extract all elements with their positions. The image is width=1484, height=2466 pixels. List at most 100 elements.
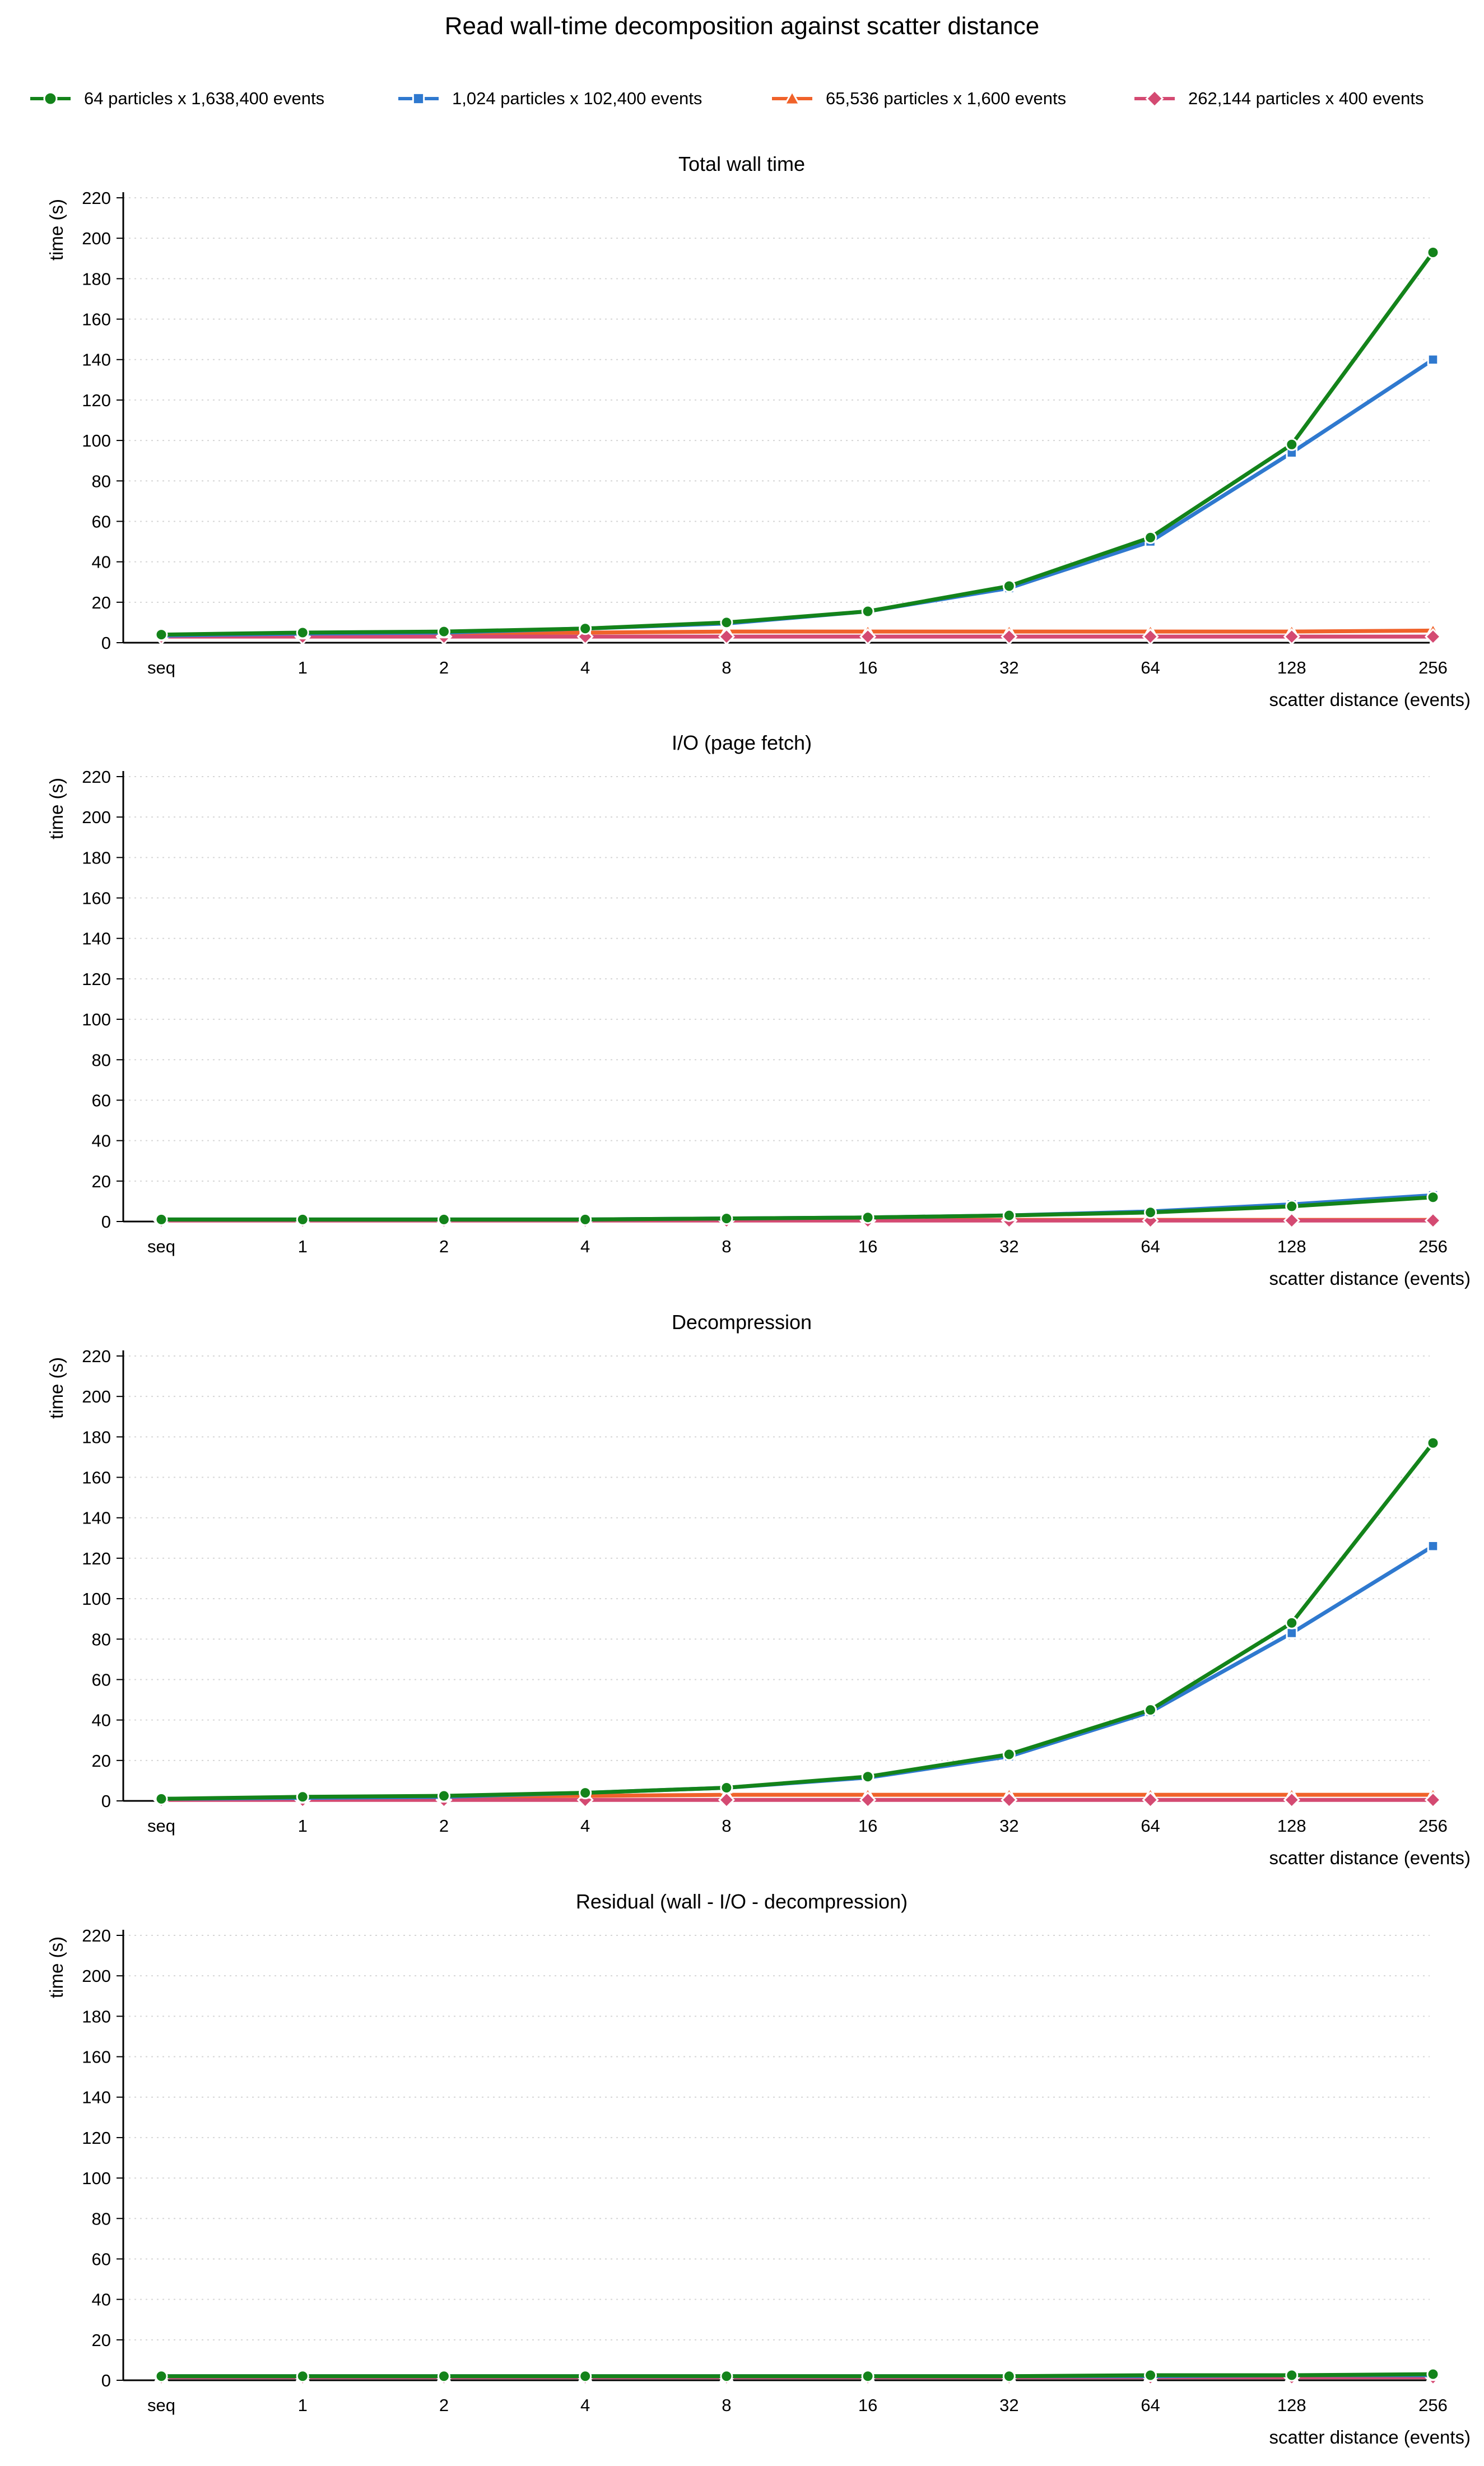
data-point-circle	[579, 1786, 592, 1800]
data-point-circle	[437, 625, 450, 638]
y-tick-label: 100	[82, 431, 111, 451]
y-tick-label: 20	[92, 1751, 111, 1771]
y-tick-label: 180	[82, 269, 111, 289]
data-point-diamond	[718, 628, 736, 645]
data-point-circle	[1002, 2370, 1016, 2383]
x-tick-label: seq	[147, 658, 175, 677]
y-tick-label: 40	[92, 1131, 111, 1151]
data-point-circle	[720, 1781, 733, 1795]
x-tick-label: 8	[722, 1816, 731, 1836]
x-tick-label: 128	[1277, 658, 1306, 677]
chart-title: I/O (page fetch)	[672, 731, 812, 754]
y-tick-label: 0	[101, 1791, 111, 1811]
x-tick-label: 16	[858, 658, 877, 677]
legend-swatch-square	[398, 92, 439, 105]
y-tick-label: 80	[92, 2209, 111, 2228]
y-tick-label: 200	[82, 229, 111, 248]
data-point-circle	[720, 1212, 733, 1225]
data-point-circle	[861, 1211, 874, 1224]
y-tick-label: 0	[101, 2371, 111, 2390]
data-point-circle	[296, 2370, 309, 2383]
series-line	[159, 250, 1435, 637]
y-tick-label: 40	[92, 1711, 111, 1730]
series-line	[159, 357, 1435, 638]
data-point-circle	[155, 1792, 168, 1805]
data-point-diamond	[1424, 1212, 1442, 1229]
chart-panel-total-wall-time: Total wall time 0 20 40 60 80 100 120 140 160 180 2…	[46, 152, 1471, 710]
data-point-circle	[579, 622, 592, 635]
data-point-diamond	[1142, 628, 1159, 645]
data-point-circle	[1002, 579, 1016, 593]
chart-title: Decompression	[672, 1311, 812, 1334]
data-point-circle	[1285, 438, 1299, 451]
data-point-triangle	[783, 90, 801, 105]
x-tick-label: 8	[722, 2395, 731, 2415]
y-tick-label: 160	[82, 2047, 111, 2067]
x-axis-label: scatter distance (events)	[1269, 1268, 1471, 1289]
x-tick-label: 128	[1277, 2395, 1306, 2415]
y-tick-label: 220	[82, 1926, 111, 1945]
y-tick-label: 180	[82, 2007, 111, 2026]
legend-label: 64 particles x 1,638,400 events	[84, 89, 325, 108]
y-tick-label: 20	[92, 2330, 111, 2350]
data-point-diamond	[1145, 89, 1164, 108]
x-tick-label: 16	[858, 1816, 877, 1836]
y-axis-label: time (s)	[46, 199, 67, 261]
y-tick-label: 200	[82, 807, 111, 827]
data-point-circle	[437, 1789, 450, 1803]
x-tick-label: 8	[722, 1237, 731, 1256]
chart-panel-decompression: Decompression 0 20 40 60 80 100 120 140 160 180 200…	[46, 1311, 1471, 1868]
x-tick-label: 4	[580, 658, 590, 677]
legend-label: 65,536 particles x 1,600 events	[826, 89, 1067, 108]
x-tick-label: 64	[1141, 1816, 1160, 1836]
series-line	[159, 1195, 1435, 1222]
x-tick-label: 1	[298, 2395, 308, 2415]
data-point-diamond	[1001, 628, 1018, 645]
x-tick-label: 4	[580, 1237, 590, 1256]
data-point-diamond	[859, 1791, 877, 1809]
y-tick-label: 60	[92, 1670, 111, 1689]
data-point-circle	[155, 628, 168, 642]
x-tick-label: 64	[1141, 2395, 1160, 2415]
y-tick-label: 140	[82, 2088, 111, 2107]
y-tick-label: 180	[82, 1427, 111, 1447]
data-point-circle	[579, 1213, 592, 1226]
data-point-square	[1286, 1627, 1298, 1639]
series-line	[159, 2372, 1435, 2379]
legend-item-series-4: 262,144 particles x 400 events	[1133, 83, 1424, 114]
x-tick-label: 256	[1418, 1237, 1448, 1256]
y-tick-label: 100	[82, 1589, 111, 1609]
data-point-circle	[43, 91, 58, 106]
data-point-circle	[155, 2370, 168, 2383]
data-point-circle	[1285, 1200, 1299, 1213]
x-tick-label: 64	[1141, 658, 1160, 677]
data-point-circle	[296, 626, 309, 639]
y-tick-label: 120	[82, 1549, 111, 1568]
x-tick-label: 64	[1141, 1237, 1160, 1256]
data-point-circle	[1002, 1209, 1016, 1222]
y-tick-label: 0	[101, 633, 111, 653]
y-tick-label: 20	[92, 593, 111, 612]
data-point-circle	[1285, 2369, 1299, 2382]
data-point-diamond	[1142, 1791, 1159, 1809]
x-tick-label: 32	[999, 658, 1018, 677]
x-tick-label: 256	[1418, 1816, 1448, 1836]
y-tick-label: 100	[82, 2168, 111, 2188]
legend-swatch-diamond	[1134, 89, 1175, 108]
series-line	[159, 1441, 1435, 1801]
x-tick-label: 256	[1418, 658, 1448, 677]
x-tick-label: 16	[858, 1237, 877, 1256]
data-point-circle	[1144, 531, 1157, 544]
x-axis-label: scatter distance (events)	[1269, 2427, 1471, 2448]
legend-swatch-circle	[30, 91, 71, 106]
x-tick-label: 128	[1277, 1237, 1306, 1256]
chart-panel-residual: Residual (wall - I/O - decompression) 0 20…	[46, 1890, 1471, 2448]
legend-item-series-1: 64 particles x 1,638,400 events	[29, 83, 324, 114]
y-tick-label: 220	[82, 188, 111, 208]
y-tick-label: 220	[82, 1346, 111, 1366]
legend: 64 particles x 1,638,400 events 1,024 pa…	[29, 83, 1463, 114]
data-point-circle	[1426, 1436, 1440, 1450]
y-tick-label: 80	[92, 1050, 111, 1070]
data-point-square	[412, 92, 425, 105]
y-axis-label: time (s)	[46, 1936, 67, 1998]
